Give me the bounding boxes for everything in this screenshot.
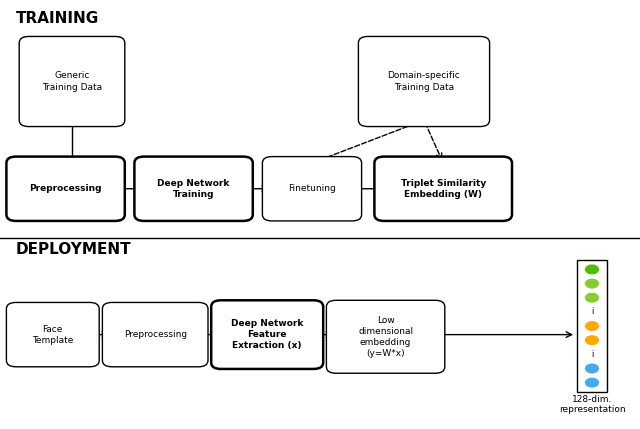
Circle shape [586,293,598,302]
FancyBboxPatch shape [262,157,362,221]
Text: i: i [591,308,593,316]
FancyBboxPatch shape [374,157,512,221]
Text: DEPLOYMENT: DEPLOYMENT [16,242,132,257]
Text: 128-dim.
representation: 128-dim. representation [559,395,625,414]
Circle shape [586,364,598,373]
FancyBboxPatch shape [211,300,323,369]
Circle shape [586,279,598,288]
Text: Preprocessing: Preprocessing [29,184,102,193]
Text: Finetuning: Finetuning [288,184,336,193]
Circle shape [586,336,598,344]
FancyBboxPatch shape [6,302,99,367]
FancyBboxPatch shape [134,157,253,221]
Text: Deep Network
Training: Deep Network Training [157,179,230,199]
FancyBboxPatch shape [577,260,607,392]
Text: Domain-specific
Training Data: Domain-specific Training Data [388,72,460,91]
Circle shape [586,265,598,274]
Circle shape [586,322,598,330]
Text: Low
dimensional
embedding
(y=W*x): Low dimensional embedding (y=W*x) [358,316,413,358]
FancyBboxPatch shape [102,302,208,367]
Text: i: i [591,350,593,359]
FancyBboxPatch shape [326,300,445,373]
Text: Generic
Training Data: Generic Training Data [42,72,102,91]
Text: Face
Template: Face Template [32,325,74,344]
FancyBboxPatch shape [358,36,490,127]
Text: Triplet Similarity
Embedding (W): Triplet Similarity Embedding (W) [401,179,486,199]
Text: TRAINING: TRAINING [16,11,99,26]
Text: Preprocessing: Preprocessing [124,330,187,339]
Circle shape [586,378,598,387]
Text: Deep Network
Feature
Extraction (x): Deep Network Feature Extraction (x) [231,319,303,350]
FancyBboxPatch shape [6,157,125,221]
FancyBboxPatch shape [19,36,125,127]
